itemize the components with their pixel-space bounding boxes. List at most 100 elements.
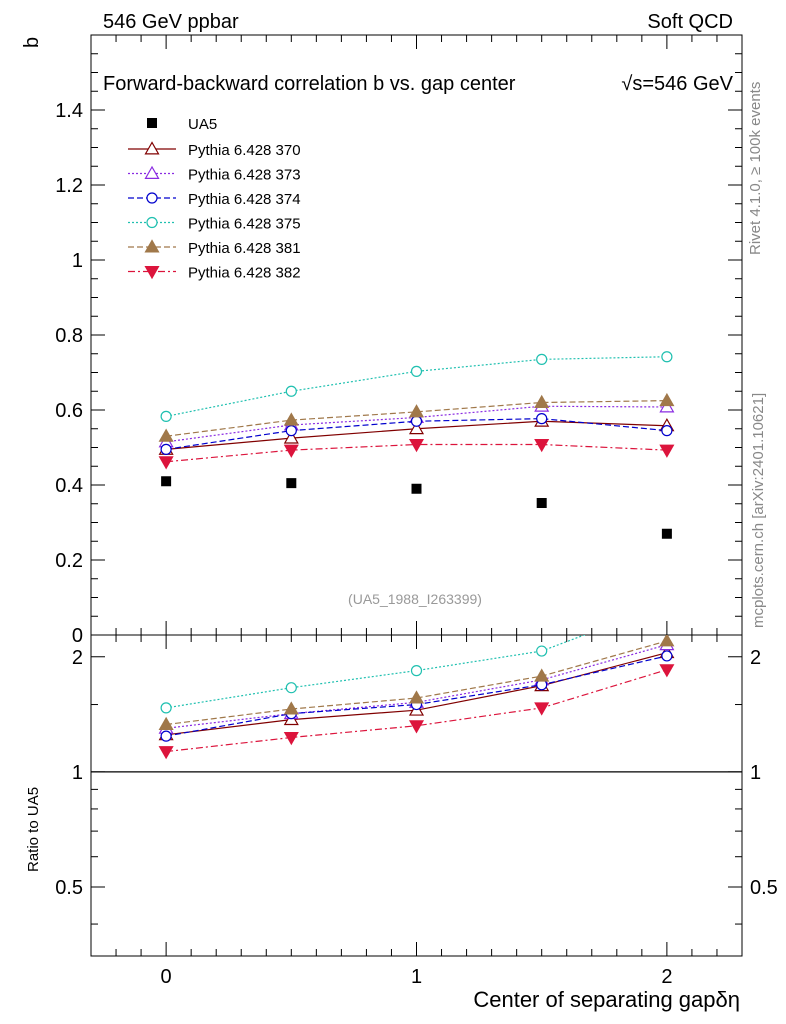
ratio-plot-frame xyxy=(90,634,743,957)
y-axis-title: b xyxy=(21,37,43,48)
series-point xyxy=(659,392,675,407)
legend-marker xyxy=(144,141,160,155)
series-point xyxy=(408,404,425,418)
header-left: 546 GeV ppbar xyxy=(103,11,239,33)
mcplots-label: mcplots.cern.ch [arXiv:2401.10621] xyxy=(750,393,767,628)
ratio-axis-title: Ratio to UA5 xyxy=(25,787,42,872)
legend-marker xyxy=(144,165,160,179)
legend-entry: Pythia 6.428 370 xyxy=(128,141,301,159)
x-tick-label: 0 xyxy=(161,966,172,988)
y-tick-label: 1.4 xyxy=(55,100,83,122)
data-point xyxy=(536,498,547,508)
ratio-tick-label-right: 0.5 xyxy=(750,877,778,899)
series-point xyxy=(160,443,172,455)
legend-label: Pythia 6.428 381 xyxy=(188,240,301,257)
series-point xyxy=(659,399,675,413)
legend-entry: Pythia 6.428 373 xyxy=(128,165,301,184)
ratio-point xyxy=(283,701,299,715)
ratio-tick-label-right: 1 xyxy=(750,762,761,784)
series-point xyxy=(158,456,174,470)
ratio-tick-label: 0.5 xyxy=(55,877,83,899)
series-point xyxy=(536,353,548,365)
series-point xyxy=(285,425,297,437)
series-point xyxy=(661,425,673,437)
x-tick-label: 1 xyxy=(411,966,422,988)
ratio-point xyxy=(410,665,423,677)
data-point xyxy=(286,478,297,489)
y-tick-label: 0.6 xyxy=(55,400,83,422)
series-point xyxy=(410,415,423,427)
legend-label: Pythia 6.428 373 xyxy=(188,167,301,184)
series-point xyxy=(283,444,299,458)
ratio-ticks: 0.5 0.5 1 1 2 2 xyxy=(55,647,778,925)
series-line xyxy=(166,405,667,443)
legend-label: Pythia 6.428 370 xyxy=(188,142,301,159)
ratio-point xyxy=(534,702,550,716)
series-line xyxy=(166,400,667,437)
series-point xyxy=(410,365,423,377)
ratio-line xyxy=(166,640,668,726)
series-point xyxy=(285,385,297,397)
legend-marker xyxy=(147,118,157,128)
legend-label: Pythia 6.428 375 xyxy=(188,216,301,233)
x-tick-label: 2 xyxy=(661,966,672,988)
data-point xyxy=(161,476,172,487)
series-line xyxy=(165,356,667,417)
ratio-tick-label: 1 xyxy=(72,762,83,784)
main-series xyxy=(158,351,675,539)
legend-marker xyxy=(146,216,158,229)
ratio-point xyxy=(158,716,174,730)
legend-entry: Pythia 6.428 375 xyxy=(128,216,301,233)
x-axis-title: Center of separating gapδη xyxy=(473,987,740,1012)
series-point xyxy=(283,412,299,426)
ratio-point xyxy=(160,730,172,742)
ratio-point xyxy=(408,690,425,704)
plot-title-energy: √s=546 GeV xyxy=(621,73,733,95)
legend-marker xyxy=(144,239,160,253)
ratio-point xyxy=(408,720,425,734)
legend-entry: Pythia 6.428 382 xyxy=(128,265,301,282)
legend-entry-data: UA5 xyxy=(147,116,217,133)
ratio-series xyxy=(158,635,675,760)
series-point xyxy=(408,421,425,435)
data-point xyxy=(411,483,422,494)
ratio-point xyxy=(283,732,299,746)
legend-label: Pythia 6.428 374 xyxy=(188,191,301,208)
rivet-label: Rivet 4.1.0, ≥ 100k events xyxy=(747,82,764,255)
ratio-line xyxy=(166,644,668,729)
series-point xyxy=(158,428,174,442)
y-tick-label: 0 xyxy=(72,625,83,647)
series-point xyxy=(283,430,299,444)
main-ticks: 0 0.2 0.4 0.6 0.8 1 1.2 1.4 0 1 2 xyxy=(55,35,742,988)
y-tick-label: 0.8 xyxy=(55,325,83,347)
series-point xyxy=(534,439,550,453)
ratio-tick-label: 2 xyxy=(72,647,83,669)
legend-entry: Pythia 6.428 381 xyxy=(128,239,301,257)
analysis-watermark: (UA5_1988_I263399) xyxy=(348,591,482,607)
series-point xyxy=(661,351,673,363)
ratio-point xyxy=(659,664,675,678)
ratio-point xyxy=(659,635,675,647)
ratio-point xyxy=(158,746,174,760)
ratio-point xyxy=(536,645,548,657)
data-point xyxy=(661,528,672,539)
series-point xyxy=(160,410,172,422)
header-right: Soft QCD xyxy=(647,11,733,33)
y-tick-label: 0.4 xyxy=(55,475,83,497)
series-point xyxy=(659,444,675,458)
series-point xyxy=(536,413,548,425)
ratio-point xyxy=(160,702,172,714)
y-tick-label: 1 xyxy=(72,250,83,272)
y-tick-label: 1.2 xyxy=(55,175,83,197)
ratio-point xyxy=(285,682,297,694)
ratio-point xyxy=(534,668,550,682)
y-tick-label: 0.2 xyxy=(55,550,83,572)
plot-title: Forward-backward correlation b vs. gap c… xyxy=(103,73,516,95)
legend: UA5 Pythia 6.428 370 Pythia 6.428 373 Pythi… xyxy=(128,116,301,282)
legend-marker xyxy=(144,266,160,280)
legend-marker xyxy=(146,192,158,204)
legend-label: UA5 xyxy=(188,116,217,133)
series-point xyxy=(408,439,425,453)
legend-label: Pythia 6.428 382 xyxy=(188,265,301,282)
